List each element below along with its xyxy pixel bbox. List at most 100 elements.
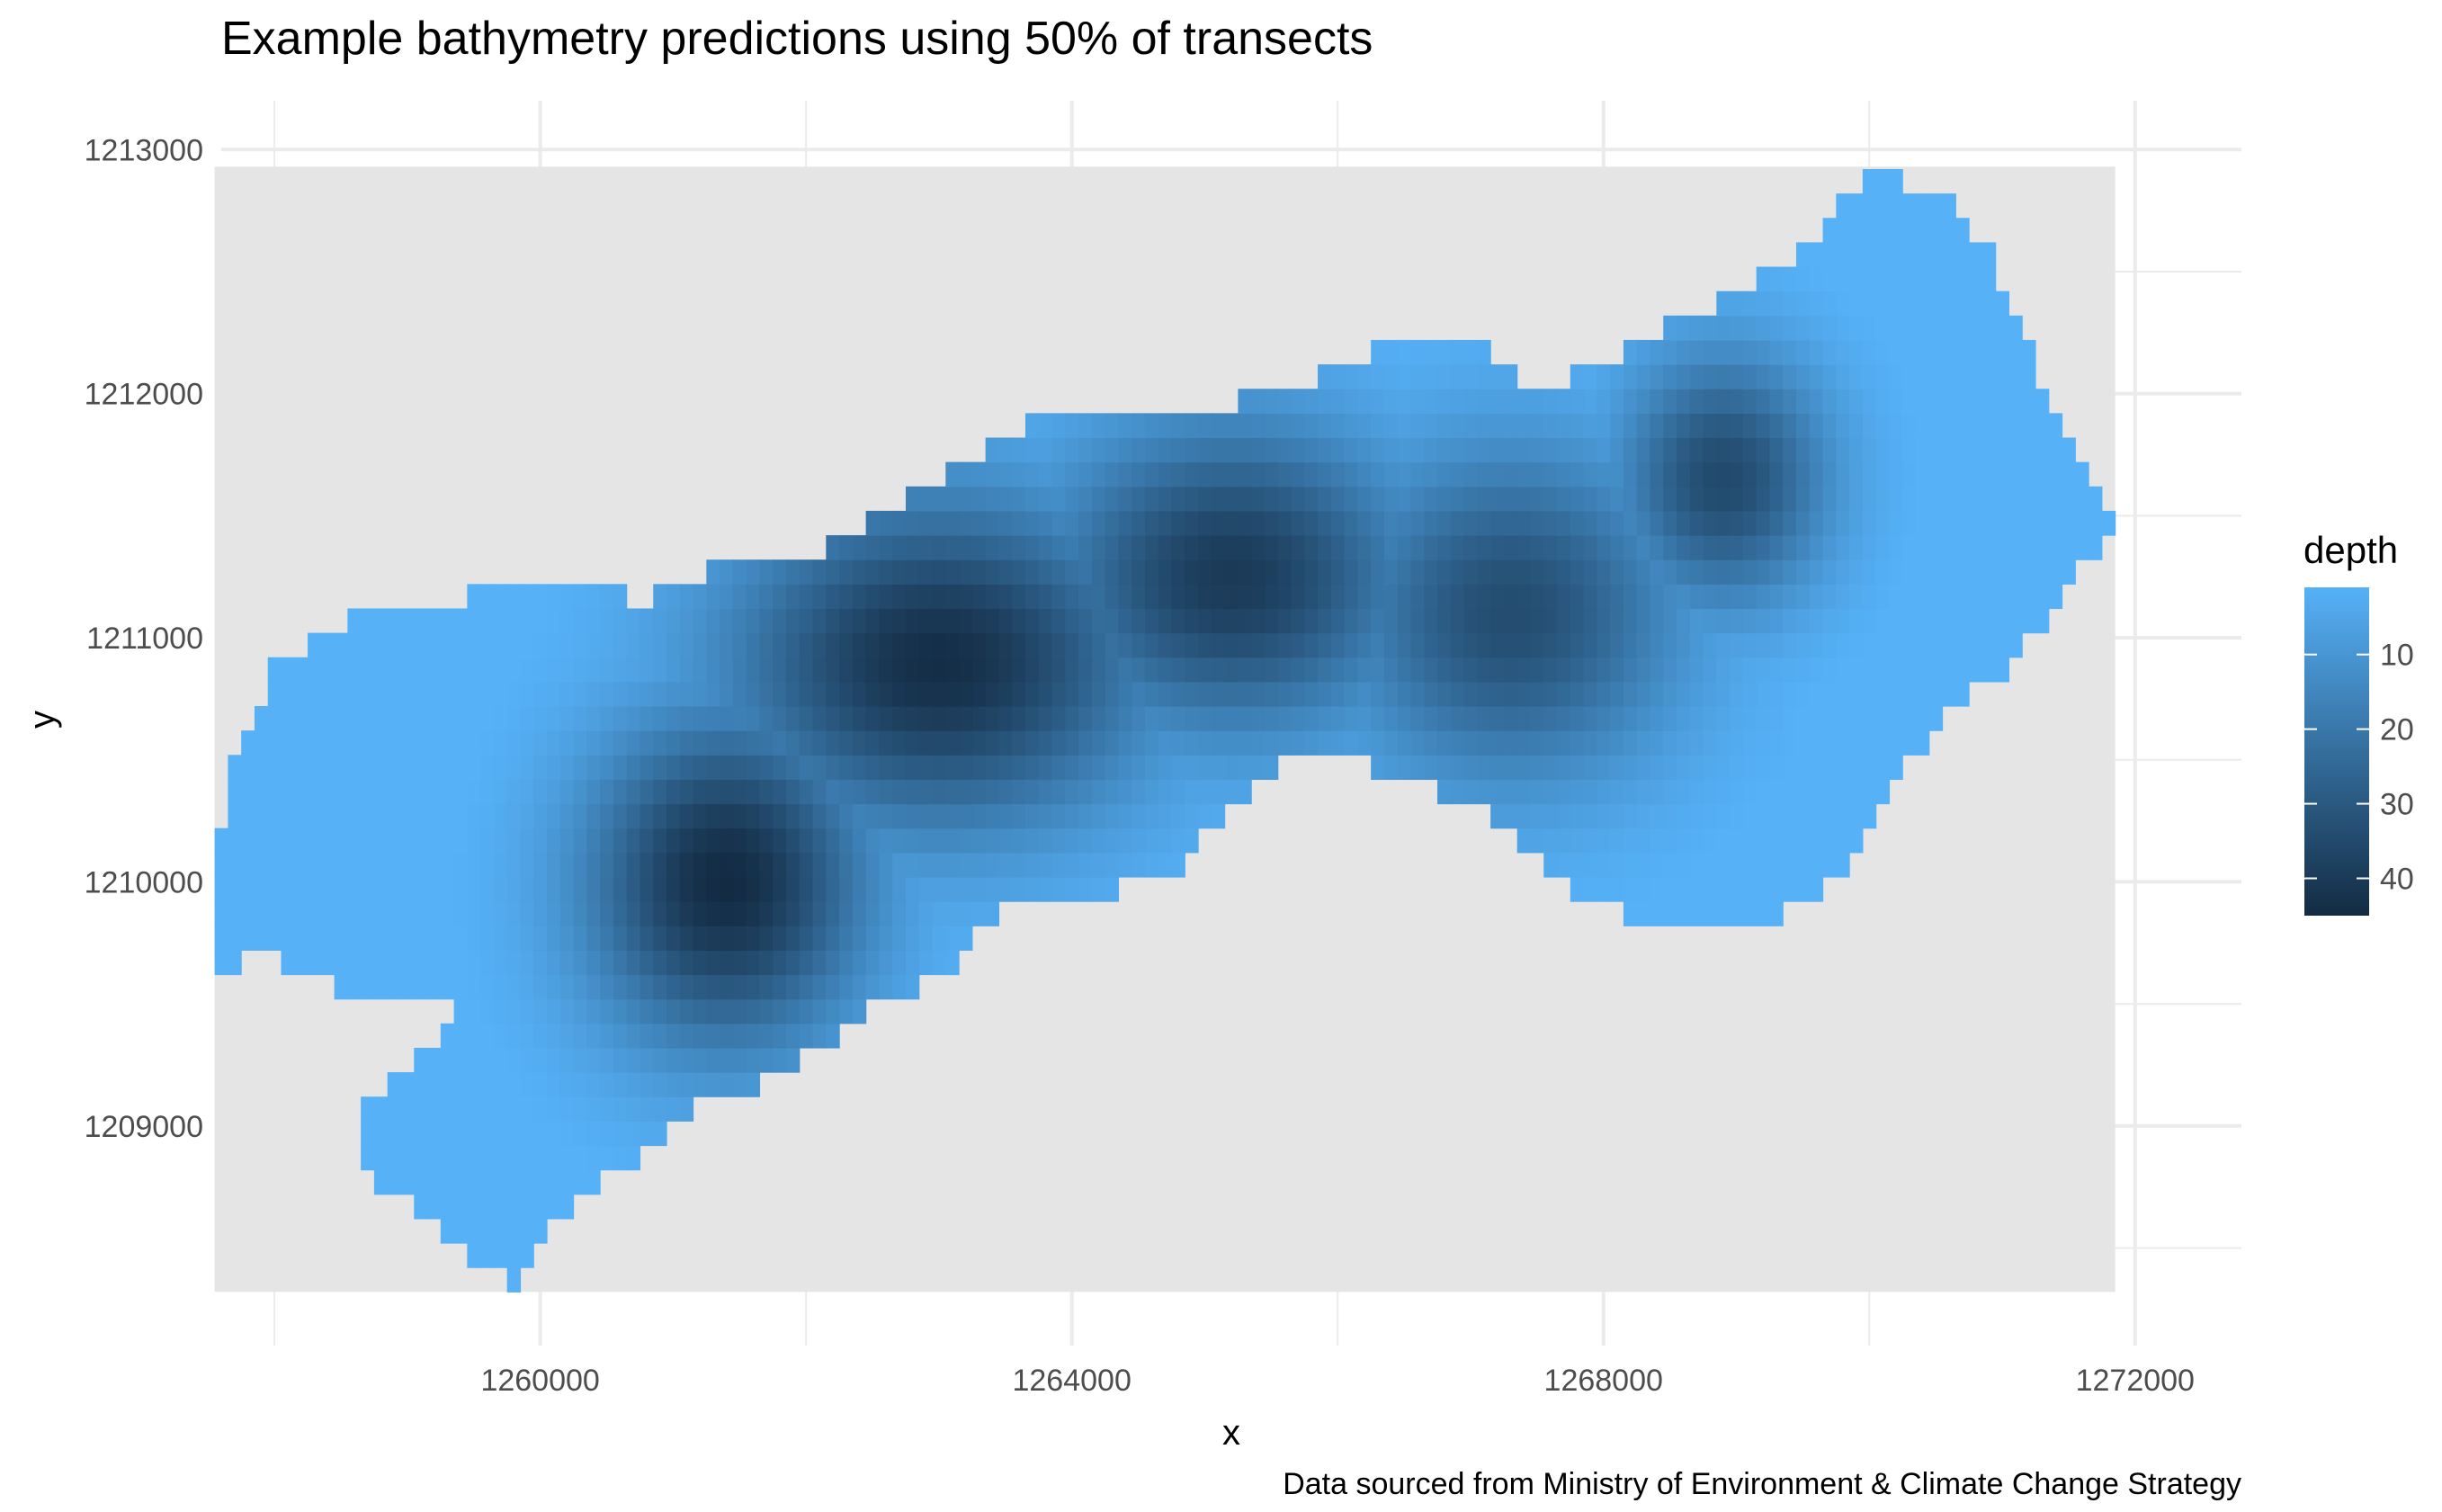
depth-cell — [1450, 559, 1465, 585]
depth-cell — [414, 926, 428, 951]
depth-cell — [493, 657, 508, 683]
depth-cell — [493, 852, 508, 878]
depth-cell — [1769, 803, 1784, 829]
depth-cell — [1981, 510, 1997, 536]
depth-cell — [932, 510, 946, 536]
depth-cell — [1756, 291, 1771, 317]
depth-cell — [998, 486, 1013, 512]
depth-cell — [1065, 608, 1079, 634]
depth-cell — [1238, 584, 1252, 610]
depth-cell — [640, 828, 654, 854]
depth-cell — [1024, 486, 1040, 512]
depth-cell — [1597, 535, 1611, 560]
depth-cell — [1185, 779, 1199, 805]
depth-cell — [453, 974, 468, 1000]
depth-cell — [1902, 632, 1917, 658]
depth-cell — [1038, 730, 1053, 756]
depth-cell — [1105, 535, 1120, 560]
depth-cell — [1650, 876, 1664, 902]
depth-cell — [746, 828, 761, 854]
depth-cell — [506, 1072, 522, 1097]
depth-cell — [812, 681, 827, 707]
depth-cell — [1132, 755, 1146, 781]
depth-cell — [559, 926, 575, 951]
depth-cell — [547, 1072, 561, 1097]
depth-cell — [1397, 657, 1412, 683]
depth-cell — [1091, 803, 1106, 829]
depth-cell — [1024, 559, 1040, 585]
depth-cell — [732, 803, 747, 829]
depth-cell — [1583, 681, 1597, 707]
depth-cell — [1623, 559, 1638, 585]
depth-cell — [1078, 755, 1093, 781]
depth-cell — [1915, 584, 1930, 610]
depth-cell — [520, 876, 534, 902]
depth-cell — [720, 852, 734, 878]
depth-cell — [1437, 584, 1452, 610]
depth-cell — [1650, 755, 1664, 781]
depth-cell — [1928, 266, 1944, 292]
depth-cell — [467, 1047, 481, 1073]
depth-cell — [1051, 413, 1066, 439]
depth-cell — [414, 779, 428, 805]
depth-cell — [1650, 901, 1664, 926]
depth-cell — [1623, 779, 1638, 805]
depth-cell — [759, 559, 774, 585]
depth-cell — [1795, 535, 1811, 560]
depth-cell — [387, 779, 402, 805]
depth-cell — [1636, 437, 1651, 463]
depth-cell — [1437, 755, 1452, 781]
depth-cell — [720, 657, 734, 683]
depth-cell — [533, 1121, 548, 1147]
depth-cell — [746, 779, 761, 805]
depth-cell — [1251, 559, 1266, 585]
depth-cell — [1703, 779, 1717, 805]
depth-cell — [892, 828, 907, 854]
depth-cell — [1424, 510, 1438, 536]
depth-cell — [985, 828, 1000, 854]
depth-cell — [387, 1145, 402, 1171]
depth-cell — [918, 950, 934, 976]
depth-cell — [1557, 608, 1571, 634]
depth-cell — [640, 876, 654, 902]
depth-cell — [1291, 461, 1305, 488]
depth-cell — [1503, 584, 1518, 610]
depth-cell — [826, 755, 840, 781]
depth-cell — [1503, 413, 1518, 439]
depth-cell — [773, 901, 787, 926]
depth-cell — [998, 608, 1013, 634]
depth-cell — [759, 950, 774, 976]
depth-cell — [506, 1194, 522, 1220]
depth-cell — [1862, 559, 1877, 585]
depth-cell — [1730, 437, 1744, 463]
depth-cell — [493, 1169, 508, 1195]
depth-cell — [1995, 486, 2010, 512]
depth-cell — [1836, 755, 1850, 781]
depth-cell — [1144, 755, 1159, 781]
depth-cell — [812, 584, 827, 610]
depth-cell — [387, 876, 402, 902]
depth-cell — [520, 1072, 534, 1097]
depth-cell — [1716, 852, 1731, 878]
depth-cell — [1756, 657, 1771, 683]
depth-cell — [1291, 584, 1305, 610]
depth-cell — [746, 584, 761, 610]
depth-cell — [1318, 437, 1332, 463]
depth-cell — [905, 584, 920, 610]
depth-cell — [640, 974, 654, 1000]
depth-cell — [1875, 315, 1891, 341]
depth-cell — [334, 828, 348, 854]
depth-cell — [679, 730, 694, 756]
depth-cell — [773, 828, 787, 854]
depth-cell — [228, 828, 242, 854]
depth-cell — [1424, 364, 1438, 389]
depth-cell — [1118, 486, 1132, 512]
depth-cell — [693, 584, 707, 610]
depth-cell — [1875, 437, 1891, 463]
depth-cell — [1769, 339, 1784, 365]
depth-cell — [613, 1096, 628, 1122]
depth-cell — [1730, 486, 1744, 512]
depth-cell — [1450, 486, 1465, 512]
depth-cell — [1915, 218, 1930, 243]
legend-tick-label: 40 — [2380, 863, 2414, 897]
